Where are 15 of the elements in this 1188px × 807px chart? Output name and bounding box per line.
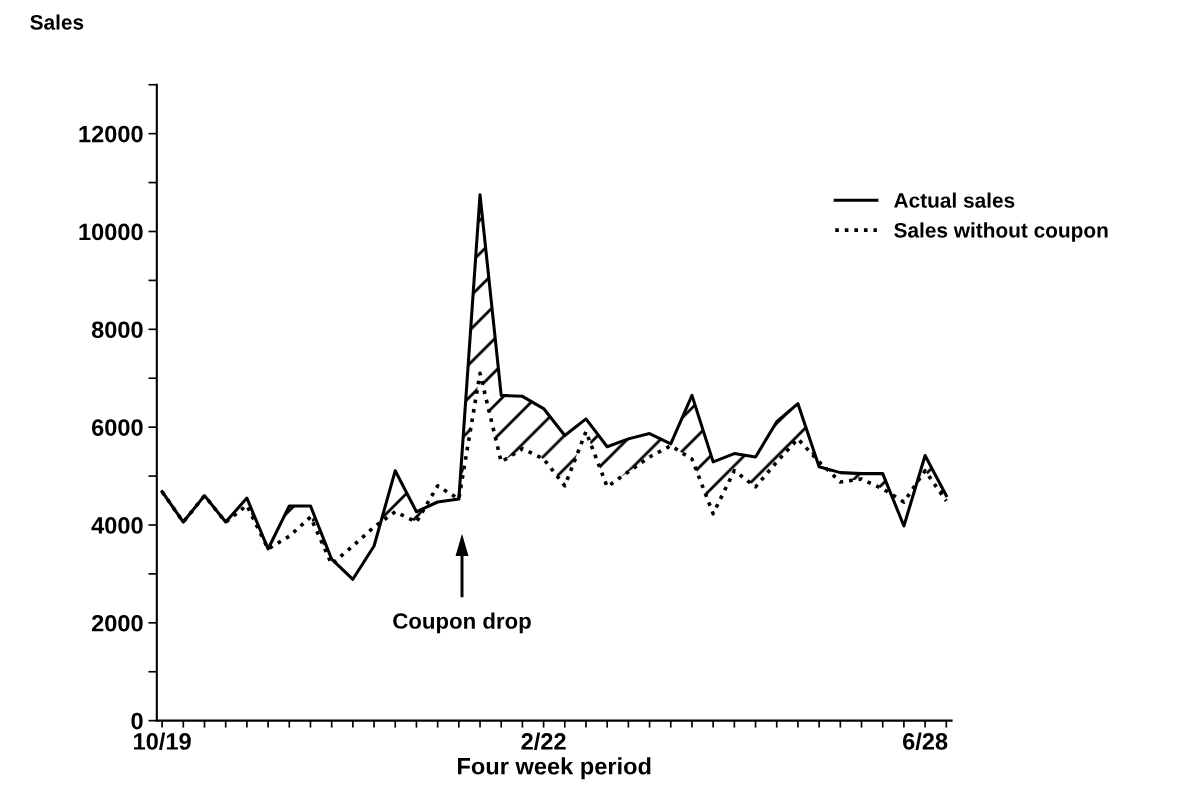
y-tick-label: 0 [131,712,143,730]
y-tick-label: 12000 [79,125,143,143]
y-tick-label: 2000 [91,614,143,632]
y-axis-title: Sales [30,14,84,30]
y-tick-label: 8000 [91,321,143,339]
y-tick-label: 6000 [91,419,143,436]
x-tick-label: 10/19 [134,732,191,751]
x-tick-label: 6/28 [902,732,948,751]
y-tick-label: 4000 [91,517,143,534]
legend-label: Actual sales [894,192,1015,208]
y-tick-label: 10000 [79,223,143,241]
legend-label: Sales without coupon [894,222,1108,242]
x-axis-title: Four week period [458,757,651,780]
x-tick-label: 2/22 [521,732,566,751]
annotation: Coupon drop [393,612,531,634]
